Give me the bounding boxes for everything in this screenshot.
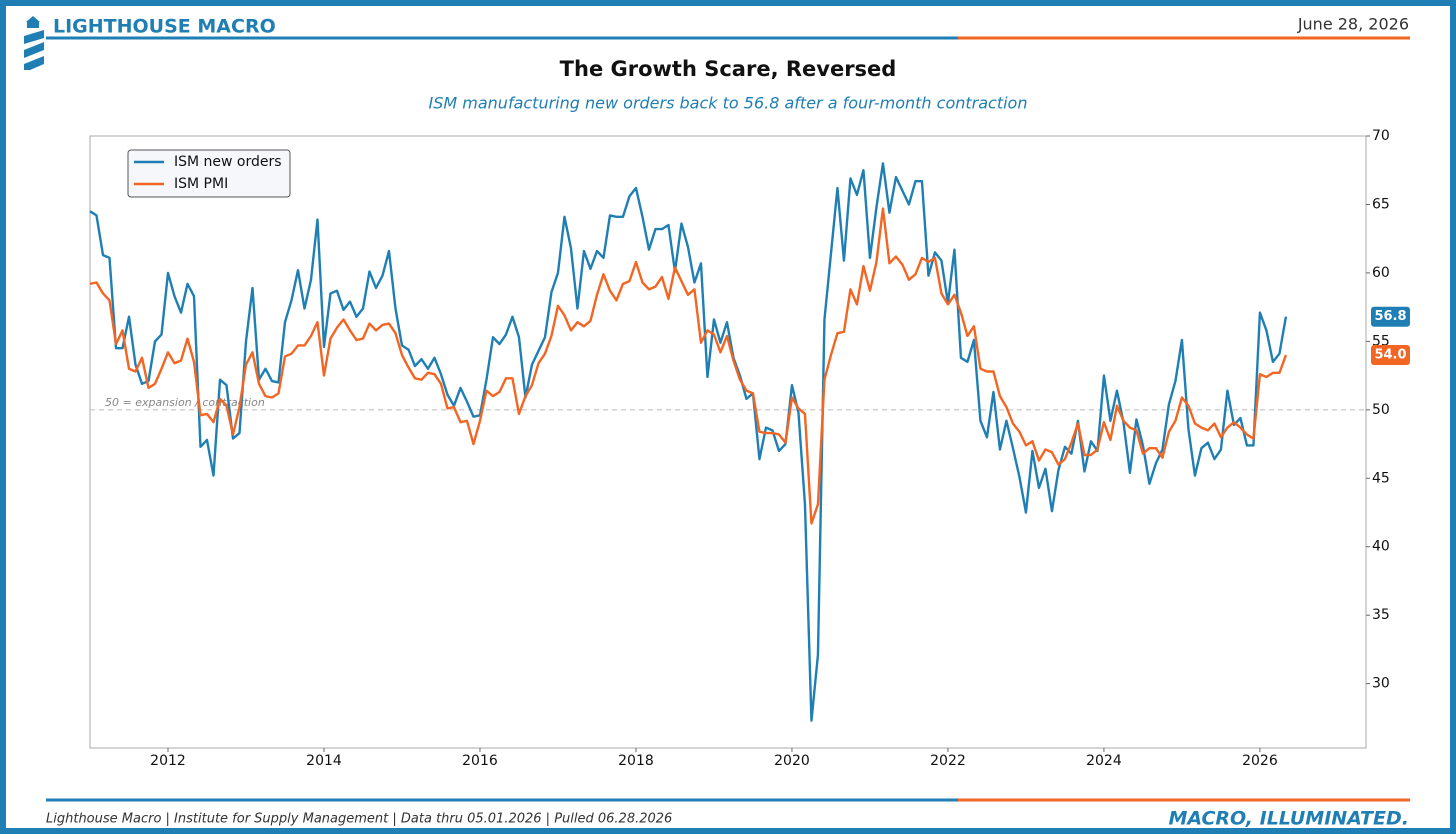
y-tick-label: 70 <box>1372 128 1390 144</box>
y-tick-label: 35 <box>1372 607 1390 623</box>
date: June 28, 2026 <box>1297 15 1409 34</box>
x-tick-label: 2022 <box>930 753 966 769</box>
tagline: MACRO, ILLUMINATED. <box>1168 808 1409 830</box>
series-line <box>89 207 1288 525</box>
y-tick-label: 65 <box>1372 196 1390 212</box>
end-label: 56.8 <box>1374 309 1406 324</box>
end-label: 54.0 <box>1374 348 1406 363</box>
chart-title: The Growth Scare, Reversed <box>560 57 897 81</box>
end-label-box <box>1371 306 1410 327</box>
y-tick-label: 30 <box>1372 676 1390 692</box>
legend-label: ISM new orders <box>174 154 282 170</box>
x-tick-label: 2020 <box>774 753 810 769</box>
x-tick-label: 2014 <box>306 753 342 769</box>
source: Lighthouse Macro | Institute for Supply … <box>46 812 672 827</box>
y-tick-label: 45 <box>1372 470 1390 486</box>
series-line <box>89 162 1288 722</box>
y-tick-label: 60 <box>1372 265 1390 281</box>
y-tick-label: 50 <box>1372 402 1390 418</box>
chart-subtitle: ISM manufacturing new orders back to 56.… <box>429 94 1028 113</box>
logo <box>24 16 44 70</box>
x-tick-label: 2012 <box>150 753 186 769</box>
x-tick-label: 2024 <box>1086 753 1122 769</box>
y-tick-label: 40 <box>1372 539 1390 555</box>
brand: LIGHTHOUSE MACRO <box>53 16 276 38</box>
legend-box <box>127 149 291 198</box>
legend-label: ISM PMI <box>174 176 228 192</box>
plot-area <box>89 135 1367 749</box>
end-label-box <box>1371 345 1410 366</box>
x-tick-label: 2016 <box>462 753 498 769</box>
x-tick-label: 2018 <box>618 753 654 769</box>
x-tick-label: 2026 <box>1242 753 1278 769</box>
